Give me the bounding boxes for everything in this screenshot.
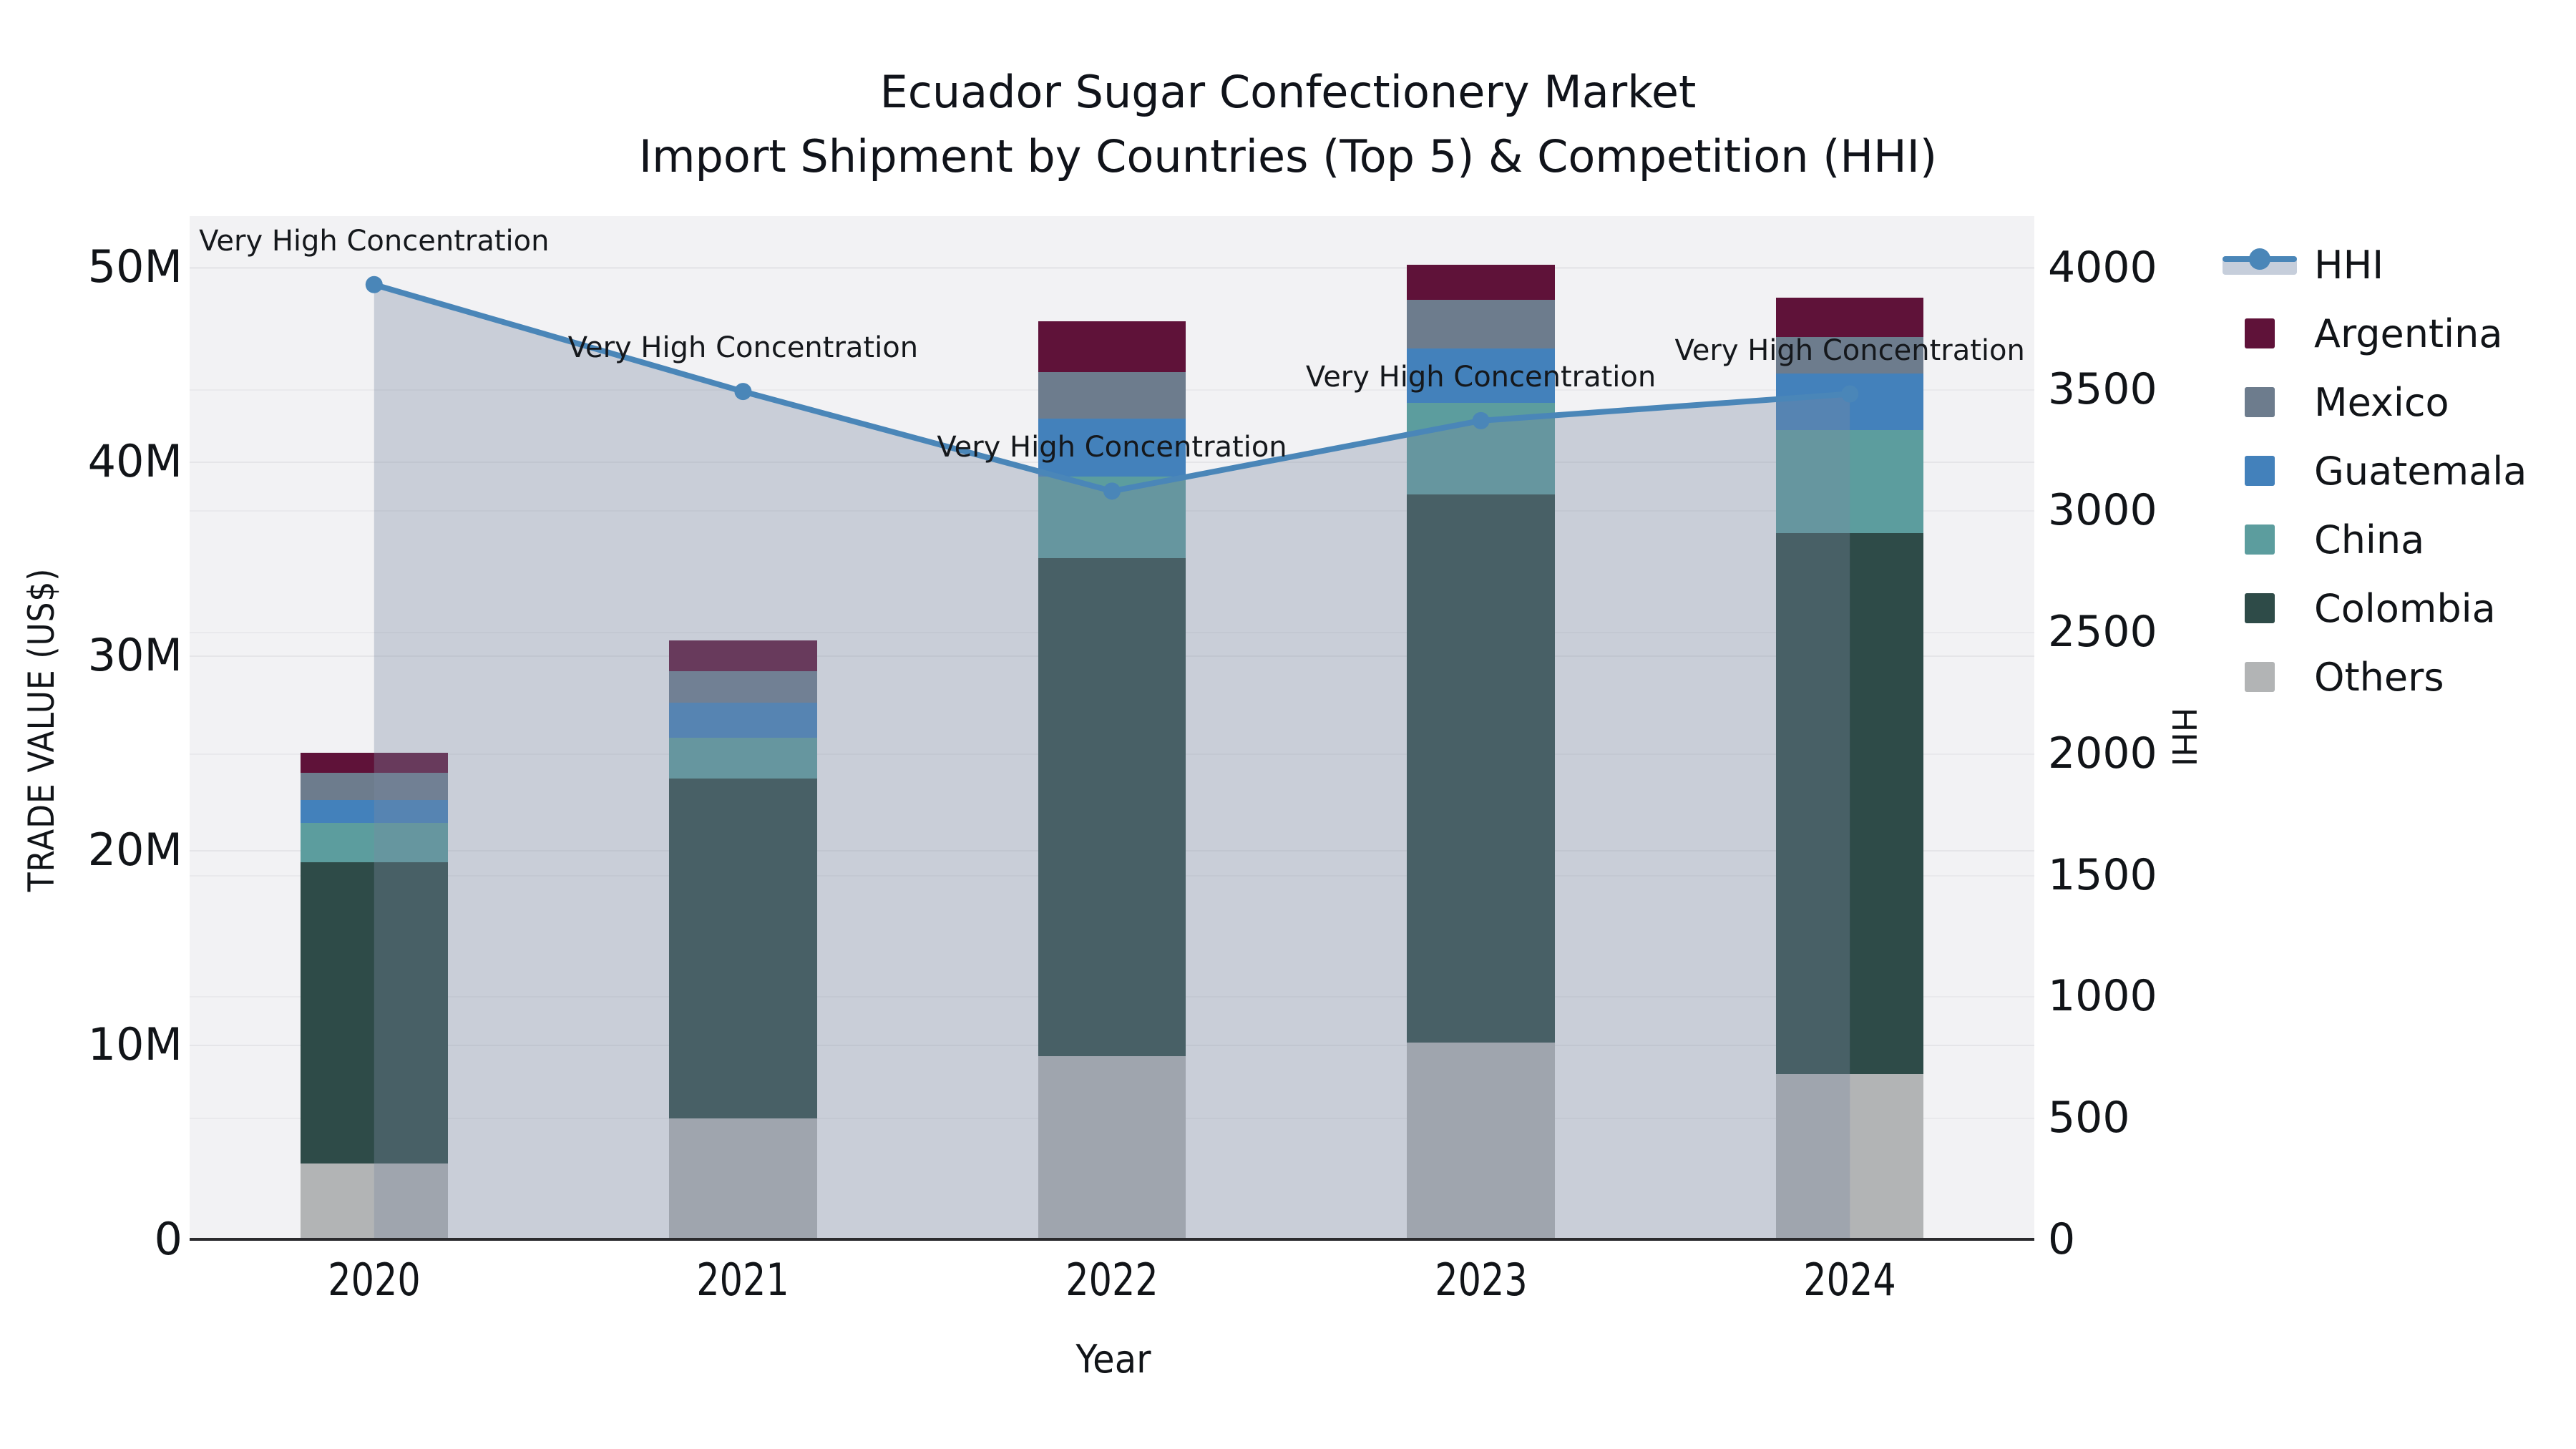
chart-title: Ecuador Sugar Confectionery Market xyxy=(879,66,1697,118)
y-left-tick-50M: 50M xyxy=(87,240,182,293)
bar-2021-mexico[interactable] xyxy=(669,671,817,703)
legend-label: Guatemala xyxy=(2314,448,2527,494)
bar-2023-mexico[interactable] xyxy=(1407,299,1555,348)
bar-2024-argentina[interactable] xyxy=(1776,298,1924,337)
y-right-tick-4000: 4000 xyxy=(2048,242,2157,293)
y-right-tick-3500: 3500 xyxy=(2048,364,2157,414)
y-right-tick-500: 500 xyxy=(2048,1093,2130,1143)
y-right-tick-1000: 1000 xyxy=(2048,971,2157,1022)
x-tick-2023: 2023 xyxy=(1434,1254,1528,1306)
legend-swatch-icon xyxy=(2223,318,2297,348)
y-left-tick-10M: 10M xyxy=(87,1018,182,1071)
bar-2024-colombia[interactable] xyxy=(1776,533,1924,1074)
bar-2021-colombia[interactable] xyxy=(669,778,817,1119)
gridline-trade-50M xyxy=(190,266,2034,268)
legend-item-colombia[interactable]: Colombia xyxy=(2223,574,2527,643)
hhi-marker-2024[interactable] xyxy=(1841,385,1859,403)
bar-2021-argentina[interactable] xyxy=(669,640,817,672)
annotation-2023: Very High Concentration xyxy=(1305,360,1657,394)
bar-2022-argentina[interactable] xyxy=(1038,321,1186,372)
hhi-marker-2021[interactable] xyxy=(734,383,752,401)
annotation-2020: Very High Concentration xyxy=(199,224,550,258)
bar-2020-argentina[interactable] xyxy=(300,753,448,773)
x-tick-2024: 2024 xyxy=(1803,1254,1896,1306)
bar-2022-colombia[interactable] xyxy=(1038,558,1186,1057)
plot-area: Very High Concentration Very High Concent… xyxy=(190,216,2034,1241)
y-left-tick-0: 0 xyxy=(154,1213,182,1265)
bar-2020-guatemala[interactable] xyxy=(300,799,448,824)
legend-item-guatemala[interactable]: Guatemala xyxy=(2223,436,2527,505)
bar-2024-others[interactable] xyxy=(1776,1073,1924,1239)
bar-2024-mexico[interactable] xyxy=(1776,336,1924,374)
legend-label: Argentina xyxy=(2314,311,2503,356)
bar-2021-guatemala[interactable] xyxy=(669,702,817,738)
hhi-area-fill xyxy=(374,284,1850,1239)
hhi-line-swatch-icon xyxy=(2223,248,2297,279)
bar-2020-others[interactable] xyxy=(300,1163,448,1239)
bar-2023-others[interactable] xyxy=(1407,1043,1555,1239)
legend-swatch-icon xyxy=(2223,387,2297,417)
legend: HHI Argentina Mexico Guatemala China Colombia… xyxy=(2223,230,2527,711)
legend-swatch-icon xyxy=(2223,593,2297,623)
legend-swatch-icon xyxy=(2223,525,2297,555)
annotation-2024: Very High Concentration xyxy=(1674,333,2025,367)
legend-label: Colombia xyxy=(2314,585,2496,631)
legend-item-china[interactable]: China xyxy=(2223,505,2527,574)
legend-item-others[interactable]: Others xyxy=(2223,643,2527,711)
legend-label: Others xyxy=(2314,654,2444,700)
y-left-tick-20M: 20M xyxy=(87,824,182,877)
bar-2020-china[interactable] xyxy=(300,823,448,862)
bar-2020-colombia[interactable] xyxy=(300,862,448,1163)
x-tick-2022: 2022 xyxy=(1065,1254,1158,1306)
bar-2021-others[interactable] xyxy=(669,1118,817,1239)
y-right-tick-0: 0 xyxy=(2048,1214,2076,1264)
legend-item-mexico[interactable]: Mexico xyxy=(2223,368,2527,436)
chart-subtitle: Import Shipment by Countries (Top 5) & C… xyxy=(638,130,1938,182)
legend-swatch-icon xyxy=(2223,456,2297,486)
y-right-tick-2000: 2000 xyxy=(2048,728,2157,779)
x-tick-2021: 2021 xyxy=(696,1254,790,1306)
y-left-tick-30M: 30M xyxy=(87,629,182,682)
legend-swatch-icon xyxy=(2223,662,2297,692)
legend-label: Mexico xyxy=(2314,379,2449,425)
y-right-tick-2500: 2500 xyxy=(2048,607,2157,658)
bar-2023-argentina[interactable] xyxy=(1407,264,1555,300)
annotation-2021: Very High Concentration xyxy=(567,331,919,365)
bar-2023-colombia[interactable] xyxy=(1407,494,1555,1043)
bar-2020-mexico[interactable] xyxy=(300,772,448,800)
y-right-tick-3000: 3000 xyxy=(2048,485,2157,536)
y-right-tick-1500: 1500 xyxy=(2048,849,2157,900)
legend-item-hhi[interactable]: HHI xyxy=(2223,230,2527,299)
bar-2023-guatemala[interactable] xyxy=(1407,348,1555,403)
y-axis-left-title: TRADE VALUE (US$) xyxy=(21,567,62,892)
bar-2022-mexico[interactable] xyxy=(1038,371,1186,419)
bar-2024-china[interactable] xyxy=(1776,430,1924,534)
hhi-marker-2022[interactable] xyxy=(1103,482,1121,500)
legend-label: China xyxy=(2314,517,2425,562)
title-block: Ecuador Sugar Confectionery Market Impor… xyxy=(0,60,2576,189)
bar-2022-others[interactable] xyxy=(1038,1056,1186,1239)
hhi-marker-2020[interactable] xyxy=(365,275,383,293)
bar-2021-china[interactable] xyxy=(669,737,817,779)
y-axis-right-title: HHI xyxy=(2165,707,2203,767)
gridline-hhi-4000 xyxy=(190,267,2034,269)
bar-2022-guatemala[interactable] xyxy=(1038,418,1186,477)
y-left-tick-40M: 40M xyxy=(87,434,182,487)
hhi-marker-2023[interactable] xyxy=(1472,411,1490,429)
legend-label: HHI xyxy=(2314,242,2384,288)
x-axis-title: Year xyxy=(1075,1337,1151,1382)
x-tick-2020: 2020 xyxy=(328,1254,421,1306)
hhi-line-layer xyxy=(365,275,1859,1239)
legend-item-argentina[interactable]: Argentina xyxy=(2223,299,2527,368)
annotation-2022: Very High Concentration xyxy=(937,431,1287,464)
x-axis-line xyxy=(190,1238,2034,1241)
